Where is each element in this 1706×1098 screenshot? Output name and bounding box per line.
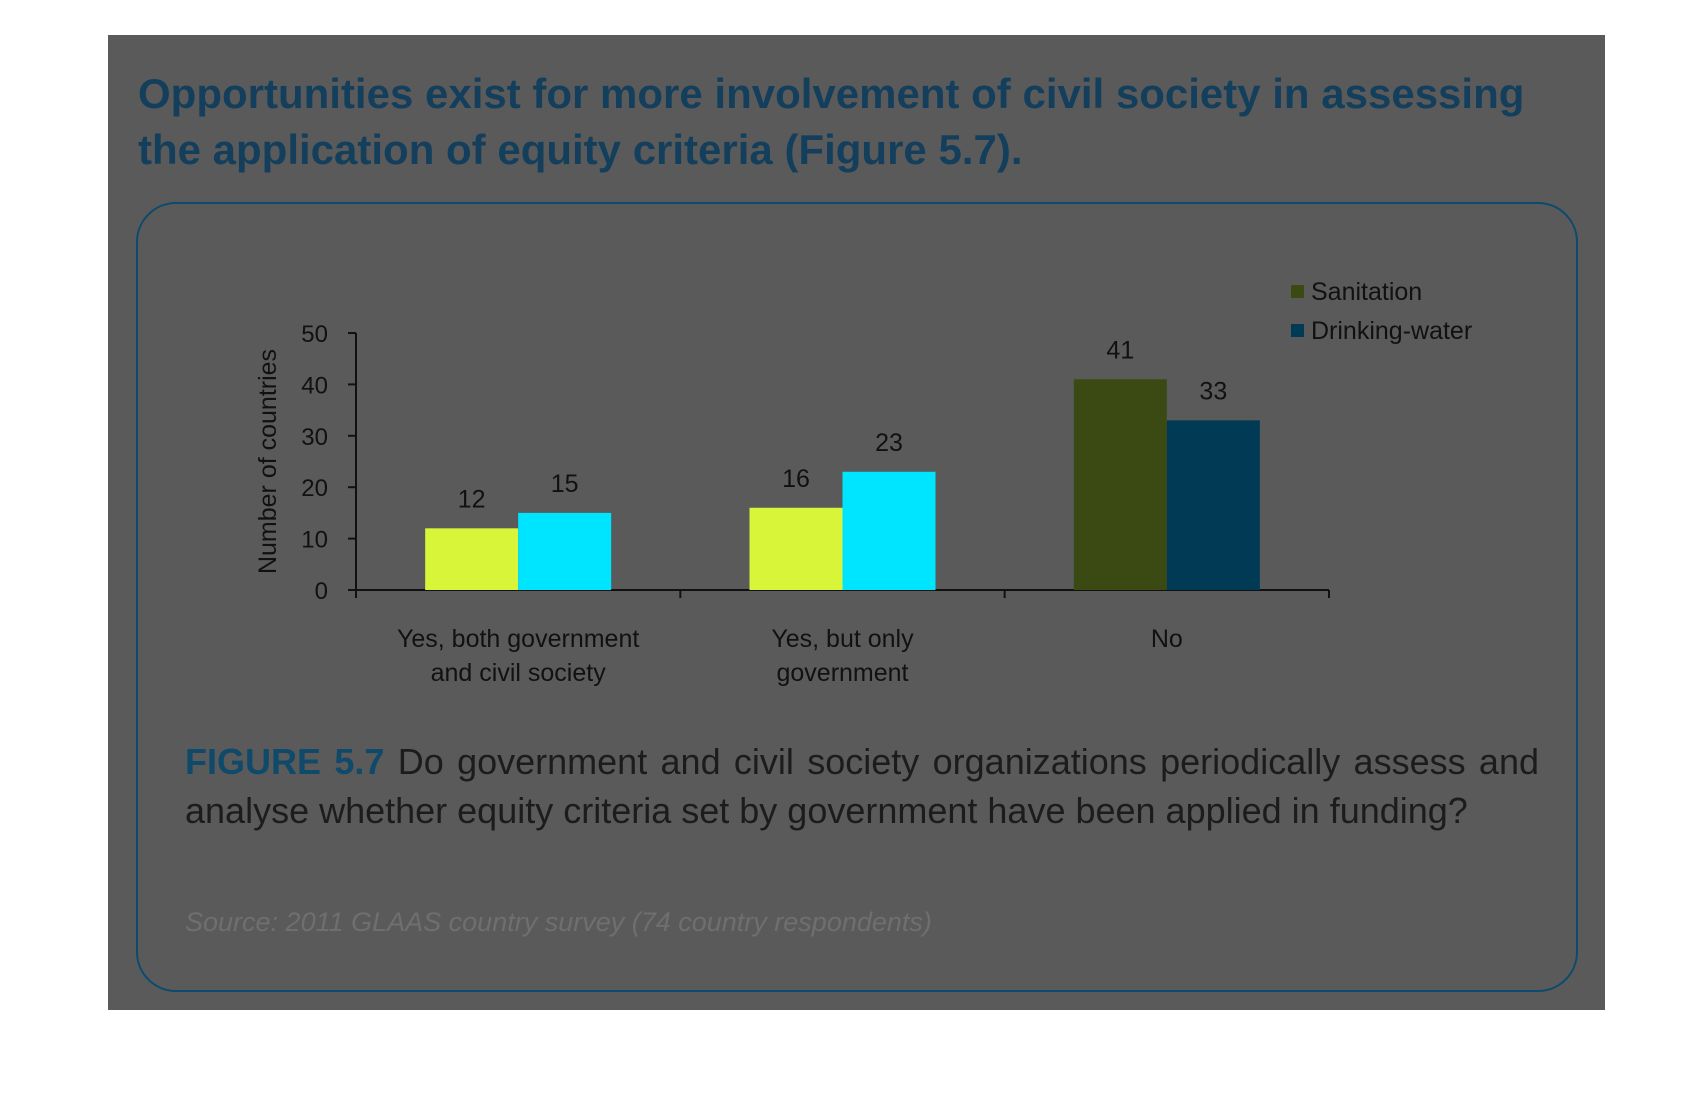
- bar-drinking-water-3: [1166, 420, 1260, 590]
- bar-sanitation-2: [749, 507, 843, 590]
- page-heading: Opportunities exist for more involvement…: [138, 70, 1525, 173]
- x-tick-label: Yes, but only: [771, 625, 914, 653]
- legend-label: Drinking-water: [1311, 317, 1472, 345]
- data-label: 16: [782, 465, 810, 493]
- legend-swatch: [1291, 285, 1304, 298]
- data-label: 23: [875, 429, 903, 457]
- y-tick-label: 0: [315, 578, 328, 605]
- data-label: 15: [551, 470, 579, 498]
- figure-box: [136, 202, 1578, 992]
- legend-label: Sanitation: [1311, 278, 1422, 306]
- figure-caption-text: Do government and civil society organiza…: [185, 741, 1539, 831]
- x-tick-label: government: [776, 659, 908, 687]
- figure-caption-label: FIGURE 5.7: [185, 741, 385, 782]
- bar-drinking-water-1: [518, 512, 612, 590]
- y-tick-label: 50: [301, 321, 328, 348]
- data-label: 41: [1106, 336, 1134, 364]
- y-tick-label: 40: [301, 372, 328, 399]
- bar-sanitation-3: [1073, 379, 1167, 590]
- x-tick-label: No: [1151, 625, 1183, 653]
- y-tick-label: 20: [301, 475, 328, 502]
- data-label: 12: [458, 485, 486, 513]
- x-tick-label: and civil society: [431, 659, 607, 687]
- legend-swatch: [1291, 324, 1304, 337]
- bar-sanitation-1: [425, 528, 519, 590]
- bar-drinking-water-2: [842, 471, 936, 590]
- figure-caption: FIGURE 5.7 Do government and civil socie…: [185, 737, 1539, 835]
- data-label: 33: [1199, 377, 1227, 405]
- y-tick-label: 10: [301, 527, 328, 554]
- figure-source: Source: 2011 GLAAS country survey (74 co…: [185, 907, 932, 937]
- y-axis-title: Number of countries: [254, 349, 282, 574]
- y-tick-label: 30: [301, 424, 328, 451]
- x-tick-label: Yes, both government: [397, 625, 639, 653]
